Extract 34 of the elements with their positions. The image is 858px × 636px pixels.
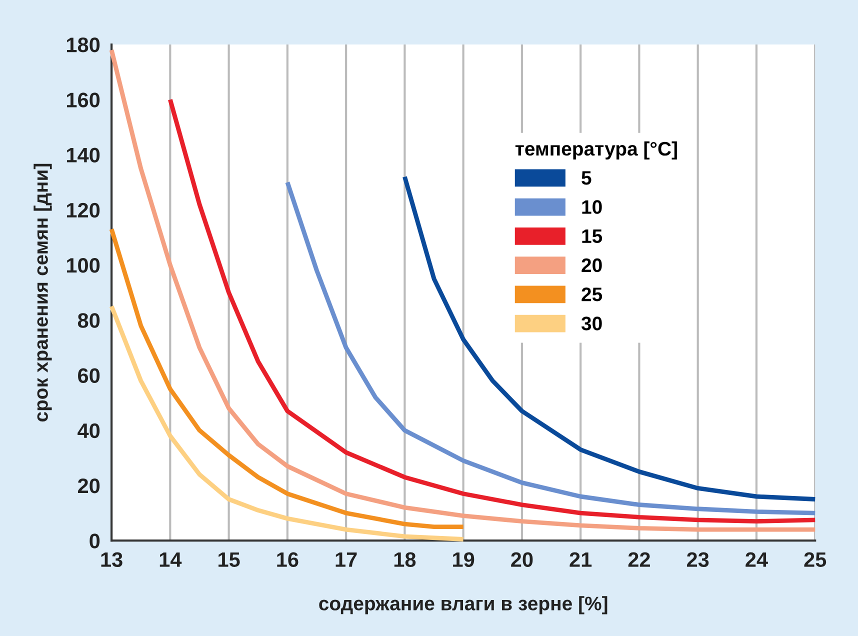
x-tick-label: 17 — [336, 552, 357, 567]
y-tick-label: 20 — [78, 478, 100, 494]
x-tick-label: 13 — [101, 552, 122, 568]
line-series — [168, 97, 818, 524]
x-tick-label: 23 — [686, 552, 709, 568]
legend-label: 25 — [582, 287, 602, 302]
legend-title: температура [°C] — [515, 141, 677, 160]
legend-label: 30 — [581, 316, 602, 330]
y-tick-label: 180 — [66, 38, 100, 52]
y-tick-label: 60 — [78, 368, 100, 383]
legend-label: 10 — [582, 200, 602, 214]
y-tick-label: 0 — [90, 534, 100, 548]
x-tick-label: 16 — [277, 552, 298, 568]
y-tick-label: 160 — [66, 92, 100, 108]
x-tick-label: 14 — [160, 552, 182, 567]
legend-label: 20 — [582, 258, 602, 272]
y-tick-label: 120 — [66, 202, 100, 218]
x-tick-label: 18 — [394, 552, 416, 568]
y-tick-label: 80 — [78, 313, 100, 328]
x-tick-label: 20 — [511, 552, 533, 568]
y-tick-label: 100 — [66, 258, 100, 273]
x-tick-label: 25 — [804, 552, 826, 568]
x-tick-label: 21 — [570, 552, 592, 567]
legend-label: 5 — [582, 171, 592, 185]
x-tick-label: 19 — [453, 552, 474, 568]
y-tick-label: 40 — [78, 423, 100, 438]
legend-label: 15 — [582, 229, 602, 244]
y-tick-label: 140 — [66, 148, 100, 163]
y-axis-title: срок хранения семян [дни] — [34, 164, 52, 422]
x-tick-label: 22 — [628, 552, 650, 567]
x-tick-label: 15 — [218, 552, 240, 568]
x-axis-title: содержание влаги в зерне [%] — [319, 596, 608, 614]
x-tick-label: 24 — [746, 552, 768, 567]
line-series — [109, 48, 818, 532]
